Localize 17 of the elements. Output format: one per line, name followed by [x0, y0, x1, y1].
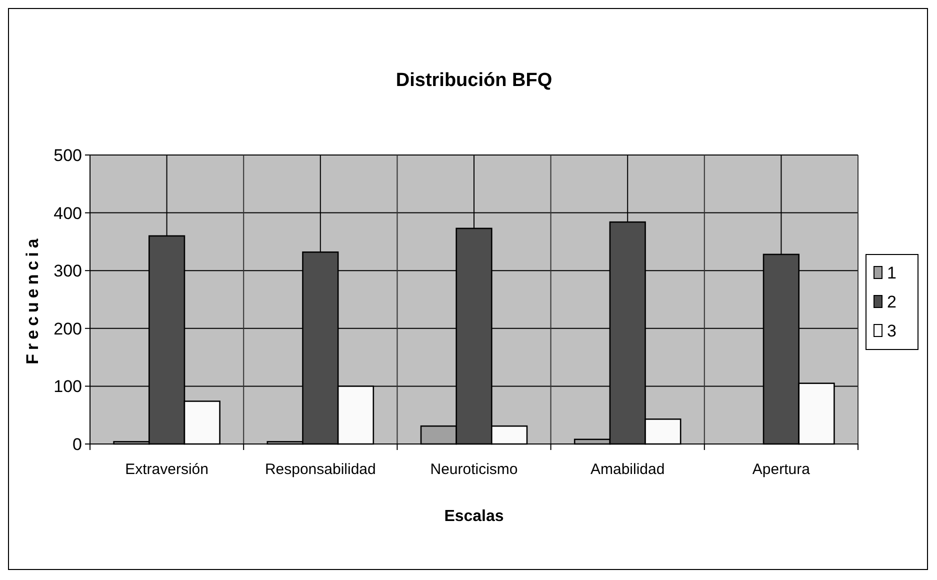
- chart-title: Distribución BFQ: [396, 70, 552, 91]
- legend-label: 1: [887, 263, 896, 282]
- x-tick-label: Extraversión: [125, 461, 208, 478]
- y-tick-label: 400: [54, 204, 82, 223]
- y-tick-label: 100: [54, 377, 82, 396]
- x-tick-label: Apertura: [752, 461, 811, 478]
- x-tick-label: Neuroticismo: [430, 461, 518, 478]
- legend-label: 2: [887, 292, 896, 312]
- x-tick-label: Responsabilidad: [264, 461, 376, 478]
- y-tick-label: 200: [54, 319, 82, 338]
- y-tick-label: 0: [72, 434, 82, 454]
- y-tick-label: 500: [54, 146, 82, 165]
- y-tick-label: 300: [54, 262, 82, 281]
- legend-label: 3: [887, 321, 896, 340]
- x-axis-title: Escalas: [444, 508, 504, 525]
- x-tick-label: Amabilidad: [590, 461, 665, 478]
- y-axis-title: Frecuencia: [23, 234, 42, 364]
